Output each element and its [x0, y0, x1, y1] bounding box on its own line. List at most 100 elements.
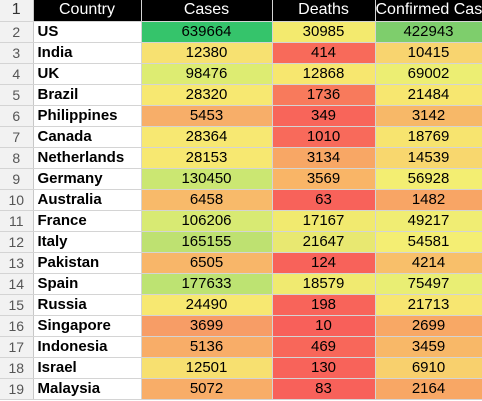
cell-deaths[interactable]: 3134: [272, 147, 376, 169]
row-number[interactable]: 8: [0, 147, 34, 169]
cell-cases[interactable]: 106206: [141, 210, 273, 232]
table-row: 5 Brazil 28320 1736 21484: [0, 84, 482, 106]
cell-confirmed-cases[interactable]: 56928: [375, 168, 482, 190]
cell-cases[interactable]: 12380: [141, 42, 273, 64]
cell-country[interactable]: France: [33, 210, 142, 232]
row-number[interactable]: 17: [0, 336, 34, 358]
cell-cases[interactable]: 6505: [141, 252, 273, 274]
cell-country[interactable]: Italy: [33, 231, 142, 253]
row-number[interactable]: 4: [0, 63, 34, 85]
cell-cases[interactable]: 28320: [141, 84, 273, 106]
cell-deaths[interactable]: 469: [272, 336, 376, 358]
cell-confirmed-cases[interactable]: 21484: [375, 84, 482, 106]
cell-confirmed-cases[interactable]: 75497: [375, 273, 482, 295]
cell-confirmed-cases[interactable]: 18769: [375, 126, 482, 148]
row-number[interactable]: 14: [0, 273, 34, 295]
cell-country[interactable]: Australia: [33, 189, 142, 211]
cell-cases[interactable]: 130450: [141, 168, 273, 190]
cell-country[interactable]: UK: [33, 63, 142, 85]
cell-deaths[interactable]: 10: [272, 315, 376, 337]
cell-confirmed-cases[interactable]: 69002: [375, 63, 482, 85]
row-number[interactable]: 13: [0, 252, 34, 274]
cell-deaths[interactable]: 130: [272, 357, 376, 379]
row-number[interactable]: 19: [0, 378, 34, 400]
cell-cases[interactable]: 5136: [141, 336, 273, 358]
cell-country[interactable]: Pakistan: [33, 252, 142, 274]
cell-confirmed-cases[interactable]: 3142: [375, 105, 482, 127]
cell-country[interactable]: Russia: [33, 294, 142, 316]
row-number[interactable]: 5: [0, 84, 34, 106]
cell-deaths[interactable]: 414: [272, 42, 376, 64]
row-number[interactable]: 15: [0, 294, 34, 316]
cell-country[interactable]: US: [33, 21, 142, 43]
cell-country[interactable]: Germany: [33, 168, 142, 190]
cell-country[interactable]: India: [33, 42, 142, 64]
cell-deaths[interactable]: 12868: [272, 63, 376, 85]
column-header-deaths[interactable]: Deaths: [272, 0, 376, 22]
cell-deaths[interactable]: 124: [272, 252, 376, 274]
table-row: 9 Germany 130450 3569 56928: [0, 168, 482, 190]
row-number[interactable]: 6: [0, 105, 34, 127]
cell-country[interactable]: Israel: [33, 357, 142, 379]
cell-country[interactable]: Netherlands: [33, 147, 142, 169]
cell-deaths[interactable]: 1736: [272, 84, 376, 106]
row-number[interactable]: 9: [0, 168, 34, 190]
cell-confirmed-cases[interactable]: 14539: [375, 147, 482, 169]
column-header-country[interactable]: Country: [33, 0, 142, 22]
cell-cases[interactable]: 3699: [141, 315, 273, 337]
cell-deaths[interactable]: 63: [272, 189, 376, 211]
cell-confirmed-cases[interactable]: 1482: [375, 189, 482, 211]
cell-deaths[interactable]: 17167: [272, 210, 376, 232]
row-number[interactable]: 3: [0, 42, 34, 64]
cell-country[interactable]: Spain: [33, 273, 142, 295]
cell-cases[interactable]: 28153: [141, 147, 273, 169]
cell-cases[interactable]: 24490: [141, 294, 273, 316]
cell-country[interactable]: Brazil: [33, 84, 142, 106]
cell-cases[interactable]: 5072: [141, 378, 273, 400]
cell-cases[interactable]: 639664: [141, 21, 273, 43]
row-number[interactable]: 12: [0, 231, 34, 253]
cell-cases[interactable]: 6458: [141, 189, 273, 211]
cell-cases[interactable]: 12501: [141, 357, 273, 379]
cell-confirmed-cases[interactable]: 21713: [375, 294, 482, 316]
cell-deaths[interactable]: 3569: [272, 168, 376, 190]
cell-country[interactable]: Malaysia: [33, 378, 142, 400]
row-number[interactable]: 16: [0, 315, 34, 337]
cell-cases[interactable]: 177633: [141, 273, 273, 295]
cell-confirmed-cases[interactable]: 49217: [375, 210, 482, 232]
row-number[interactable]: 7: [0, 126, 34, 148]
cell-deaths[interactable]: 198: [272, 294, 376, 316]
cell-deaths[interactable]: 18579: [272, 273, 376, 295]
cell-country[interactable]: Singapore: [33, 315, 142, 337]
cell-cases[interactable]: 98476: [141, 63, 273, 85]
cell-deaths[interactable]: 21647: [272, 231, 376, 253]
cell-cases[interactable]: 28364: [141, 126, 273, 148]
cell-country[interactable]: Indonesia: [33, 336, 142, 358]
cell-confirmed-cases[interactable]: 422943: [375, 21, 482, 43]
cell-country[interactable]: Philippines: [33, 105, 142, 127]
column-header-cases[interactable]: Cases: [141, 0, 273, 22]
column-header-confirmed-cases[interactable]: Confirmed Cases: [375, 0, 482, 22]
cell-confirmed-cases[interactable]: 3459: [375, 336, 482, 358]
row-number[interactable]: 18: [0, 357, 34, 379]
cell-deaths[interactable]: 30985: [272, 21, 376, 43]
cell-confirmed-cases[interactable]: 10415: [375, 42, 482, 64]
cell-confirmed-cases[interactable]: 2699: [375, 315, 482, 337]
row-number[interactable]: 1: [0, 0, 34, 22]
row-number[interactable]: 11: [0, 210, 34, 232]
table-row: 14 Spain 177633 18579 75497: [0, 273, 482, 295]
cell-cases[interactable]: 5453: [141, 105, 273, 127]
cell-confirmed-cases[interactable]: 4214: [375, 252, 482, 274]
row-number[interactable]: 10: [0, 189, 34, 211]
cell-confirmed-cases[interactable]: 6910: [375, 357, 482, 379]
cell-confirmed-cases[interactable]: 54581: [375, 231, 482, 253]
cell-country[interactable]: Canada: [33, 126, 142, 148]
cell-deaths[interactable]: 349: [272, 105, 376, 127]
cell-confirmed-cases[interactable]: 2164: [375, 378, 482, 400]
cell-deaths[interactable]: 83: [272, 378, 376, 400]
cell-deaths[interactable]: 1010: [272, 126, 376, 148]
cell-cases[interactable]: 165155: [141, 231, 273, 253]
row-number[interactable]: 2: [0, 21, 34, 43]
table-row: 13 Pakistan 6505 124 4214: [0, 252, 482, 274]
